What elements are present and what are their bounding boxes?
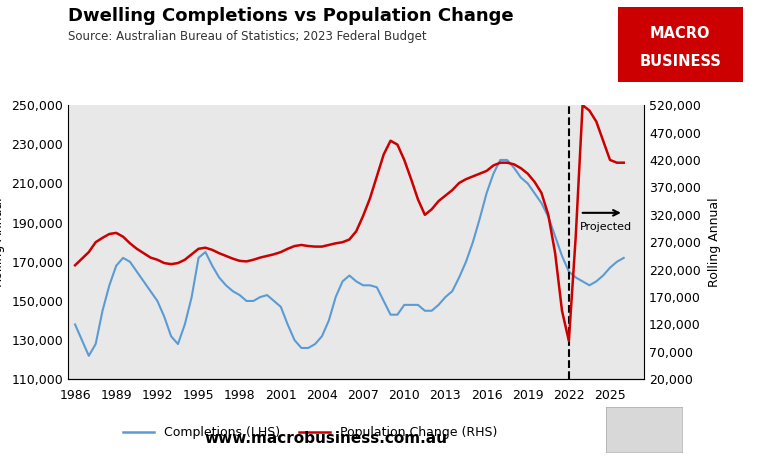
Text: Source: Australian Bureau of Statistics; 2023 Federal Budget: Source: Australian Bureau of Statistics;…	[68, 30, 427, 43]
Y-axis label: Rolling Annual: Rolling Annual	[0, 197, 5, 287]
Text: MACRO: MACRO	[650, 26, 710, 41]
Text: BUSINESS: BUSINESS	[639, 53, 722, 69]
Legend: Completions (LHS), Population Change (RHS): Completions (LHS), Population Change (RH…	[117, 421, 503, 444]
Text: Projected: Projected	[580, 223, 632, 233]
Text: Dwelling Completions vs Population Change: Dwelling Completions vs Population Chang…	[68, 7, 514, 25]
Y-axis label: Rolling Annual: Rolling Annual	[708, 197, 721, 287]
Text: www.macrobusiness.com.au: www.macrobusiness.com.au	[205, 430, 447, 446]
